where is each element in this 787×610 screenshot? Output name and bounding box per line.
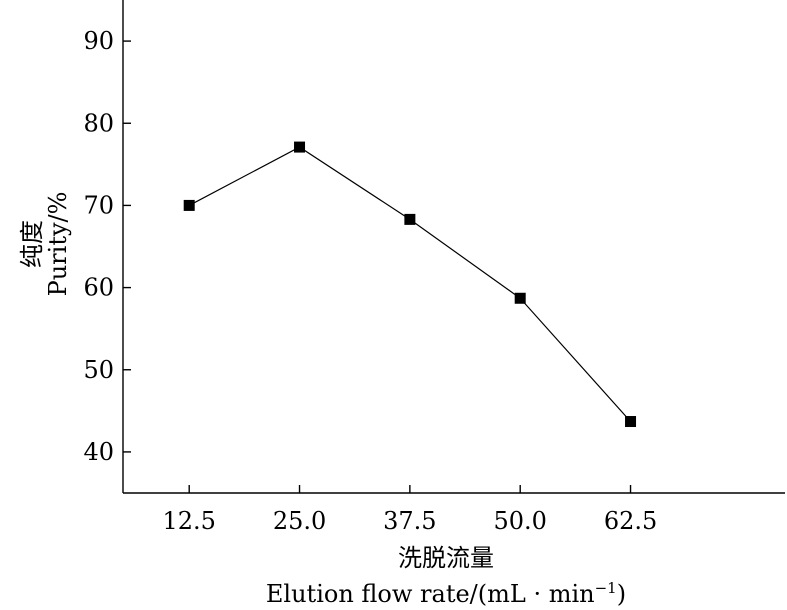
y-tick-label: 40 <box>83 438 114 466</box>
data-point-marker <box>294 141 306 153</box>
y-tick-label: 80 <box>83 109 114 137</box>
y-axis-title: 纯度 Purity/% <box>18 192 72 297</box>
x-tick-label: 62.5 <box>604 507 657 535</box>
y-axis-title-en: Purity/% <box>44 192 72 297</box>
x-ticks: 12.5 25.0 37.5 50.0 62.5 <box>162 485 657 535</box>
x-tick-label: 50.0 <box>493 507 546 535</box>
data-point-marker <box>183 199 195 211</box>
y-tick-label: 70 <box>83 191 114 219</box>
y-axis-title-cn: 纯度 <box>18 220 46 268</box>
x-tick-label: 25.0 <box>273 507 326 535</box>
data-point-marker <box>625 416 637 428</box>
data-point-marker <box>404 213 416 225</box>
x-tick-label: 12.5 <box>162 507 215 535</box>
series-layer <box>183 141 637 428</box>
data-point-marker <box>514 292 526 304</box>
x-axis-title-en: Elution flow rate/(mL · min−1) <box>266 579 626 608</box>
axes <box>122 0 785 494</box>
series-line <box>188 146 631 422</box>
x-axis-title-en-sup: −1 <box>595 579 617 597</box>
x-axis-title-en-close: ) <box>617 580 626 608</box>
y-tick-label: 90 <box>83 27 114 55</box>
x-tick-label: 37.5 <box>383 507 436 535</box>
y-tick-label: 50 <box>83 356 114 384</box>
y-ticks: 40 50 60 70 80 90 <box>83 27 131 466</box>
y-tick-label: 60 <box>83 274 114 302</box>
x-axis-title-cn: 洗脱流量 <box>398 544 494 572</box>
x-axis-title-en-main: Elution flow rate/(mL · min <box>266 580 595 608</box>
